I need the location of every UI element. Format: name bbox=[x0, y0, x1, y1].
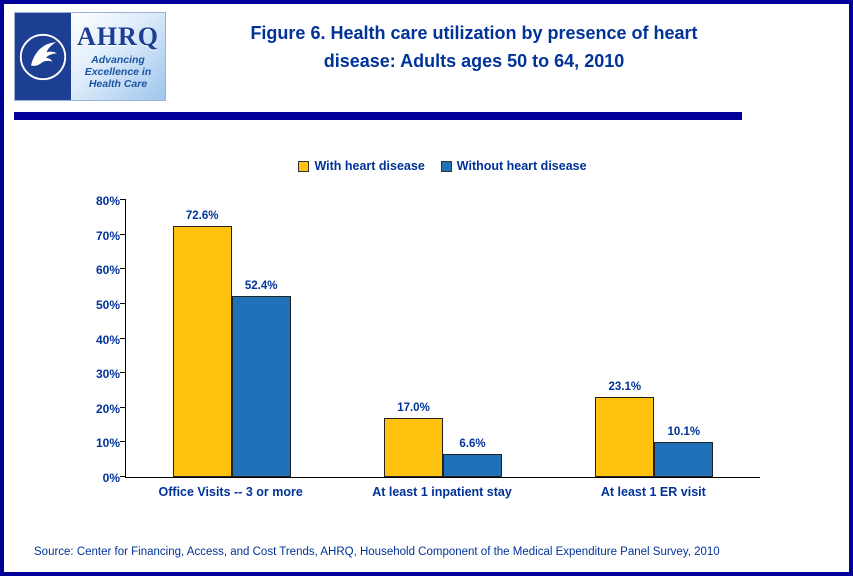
ahrq-tagline-line2: Excellence in bbox=[84, 65, 152, 78]
ahrq-logo: AHRQ Advancing Excellence in Health Care bbox=[14, 12, 166, 101]
x-axis-labels: Office Visits -- 3 or more At least 1 inp… bbox=[125, 485, 760, 505]
y-axis-tick-label: 50% bbox=[95, 297, 120, 312]
y-axis-tickmark bbox=[120, 233, 126, 235]
bar-without-heart-disease-2 bbox=[654, 442, 714, 477]
y-axis-tickmark bbox=[120, 199, 126, 200]
bar-value-label: 6.6% bbox=[459, 438, 486, 451]
y-axis: 0% 10% 20% 30% 40% 50% 60% 70% 80% bbox=[74, 194, 120, 485]
y-axis-tick-label: 60% bbox=[95, 263, 120, 278]
y-axis-tick-label: 30% bbox=[95, 367, 120, 382]
y-axis-tickmark bbox=[120, 337, 126, 339]
y-axis-tickmark bbox=[120, 268, 126, 270]
source-note: Source: Center for Financing, Access, an… bbox=[34, 546, 720, 558]
hhs-seal bbox=[15, 13, 71, 100]
x-axis-category-label: Office Visits -- 3 or more bbox=[158, 485, 303, 499]
bar-value-label: 72.6% bbox=[185, 209, 219, 222]
ahrq-acronym: AHRQ bbox=[77, 22, 159, 52]
chart-legend: With heart disease Without heart disease bbox=[125, 159, 760, 173]
y-axis-tick-label: 20% bbox=[95, 401, 120, 416]
ahrq-tagline-line3: Health Care bbox=[88, 77, 148, 90]
y-axis-tickmark bbox=[120, 372, 126, 374]
y-axis-tick-label: 40% bbox=[95, 332, 120, 347]
legend-item-with-heart-disease: With heart disease bbox=[298, 159, 425, 173]
y-axis-tickmark bbox=[120, 441, 126, 443]
legend-item-without-heart-disease: Without heart disease bbox=[440, 159, 587, 173]
bar-value-label: 52.4% bbox=[244, 279, 278, 292]
y-axis-tick-label: 0% bbox=[102, 471, 120, 485]
bar-without-heart-disease-0 bbox=[231, 295, 291, 477]
y-axis-tickmark bbox=[120, 302, 126, 304]
bar-value-label: 17.0% bbox=[397, 402, 430, 415]
page-title-line1: Figure 6. Health care utilization by pre… bbox=[250, 23, 698, 43]
legend-label-without-heart-disease: Without heart disease bbox=[456, 159, 587, 173]
header-divider-bar bbox=[14, 112, 742, 120]
plot-area: 72.6% 52.4% 17.0% 6.6% 23.1% 10.1% bbox=[120, 199, 760, 478]
page-title-line2: disease: Adults ages 50 to 64, 2010 bbox=[323, 50, 625, 71]
x-axis-category-label: At least 1 inpatient stay bbox=[372, 485, 512, 499]
ahrq-tagline-line1: Advancing bbox=[91, 53, 145, 66]
bar-with-heart-disease-0 bbox=[172, 225, 232, 477]
page-title: Figure 6. Health care utilization by pre… bbox=[174, 20, 774, 76]
x-axis-category-label: At least 1 ER visit bbox=[600, 485, 706, 499]
ahrq-tagline: Advancing Excellence in Health Care bbox=[85, 54, 152, 90]
y-axis-tick-label: 80% bbox=[95, 194, 120, 208]
legend-label-with-heart-disease: With heart disease bbox=[314, 159, 425, 173]
legend-swatch-with-heart-disease bbox=[298, 160, 310, 172]
legend-swatch-without-heart-disease bbox=[440, 160, 452, 172]
bar-value-label: 10.1% bbox=[667, 426, 701, 439]
bar-without-heart-disease-1 bbox=[443, 454, 502, 477]
hhs-eagle-icon bbox=[19, 33, 67, 80]
y-axis-tick-label: 10% bbox=[95, 436, 120, 451]
bar-value-label: 23.1% bbox=[608, 381, 642, 394]
y-axis-tickmark bbox=[120, 476, 126, 477]
bar-with-heart-disease-1 bbox=[384, 418, 443, 477]
y-axis-tickmark bbox=[120, 406, 126, 408]
ahrq-logo-panel: AHRQ Advancing Excellence in Health Care bbox=[71, 13, 165, 100]
y-axis-tick-label: 70% bbox=[95, 228, 120, 243]
bar-with-heart-disease-2 bbox=[595, 397, 655, 477]
